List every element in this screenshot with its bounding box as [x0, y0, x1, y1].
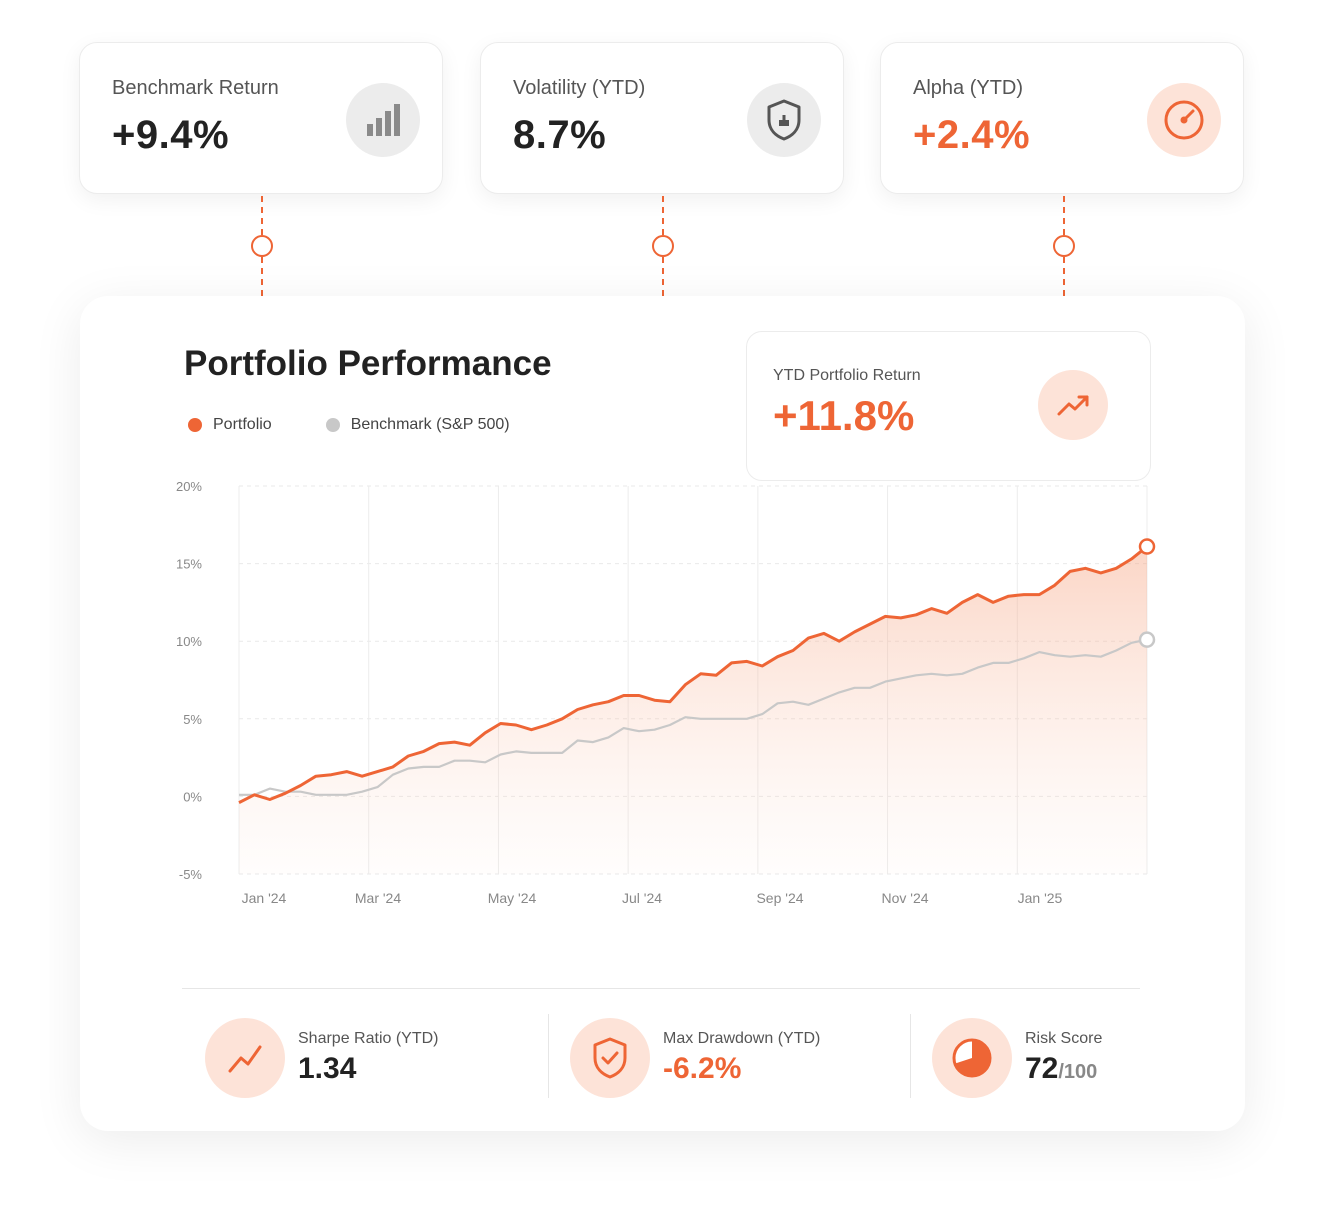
pie-chart-icon — [932, 1018, 1012, 1098]
shield-icon — [747, 83, 821, 157]
divider — [910, 1014, 911, 1098]
kpi-card-alpha: Alpha (YTD) +2.4% — [880, 42, 1244, 194]
legend-dot-benchmark — [325, 418, 340, 432]
legend-label: Portfolio — [213, 416, 272, 433]
kpi-value: +9.4% — [112, 113, 230, 157]
kpi-card-benchmark-return: Benchmark Return +9.4% — [79, 42, 443, 194]
stat-value: 1.34 — [298, 1052, 357, 1085]
portfolio-line — [238, 545, 1148, 804]
stat-label: Risk Score — [1025, 1030, 1103, 1047]
x-tick-label: Jan '25 — [1018, 890, 1063, 906]
y-tick-label: 5% — [183, 712, 202, 727]
stat-value: -6.2% — [663, 1052, 742, 1085]
y-tick-label: 0% — [183, 789, 202, 804]
x-tick-label: Jul '24 — [622, 890, 662, 906]
connector — [1053, 196, 1075, 296]
x-tick-label: Sep '24 — [756, 890, 803, 906]
legend-label: Benchmark (S&P 500) — [350, 416, 510, 433]
page-title: Portfolio Performance — [184, 344, 552, 383]
portfolio-end-point — [1138, 538, 1156, 555]
kpi-label: Volatility (YTD) — [513, 77, 646, 99]
kpi-value: 8.7% — [513, 113, 607, 157]
kpi-value: +2.4% — [913, 113, 1031, 157]
divider — [182, 988, 1140, 989]
kpi-label: Alpha (YTD) — [913, 77, 1024, 99]
y-tick-label: 10% — [176, 634, 202, 649]
y-tick-label: 20% — [176, 479, 202, 494]
legend-item-portfolio: Portfolio — [188, 416, 272, 434]
x-tick-label: May '24 — [488, 890, 537, 906]
x-tick-label: Nov '24 — [881, 890, 928, 906]
connector — [251, 196, 273, 296]
stat-value: 72/100 — [1025, 1052, 1098, 1085]
trending-up-icon — [1038, 370, 1108, 440]
performance-chart: 20% 15% 10% 5% 0% -5% Jan '24 Mar '24 May '24 Jul… — [176, 479, 1156, 906]
y-tick-label: 15% — [176, 557, 202, 572]
trend-line-icon — [205, 1018, 285, 1098]
kpi-label: Benchmark Return — [112, 77, 279, 99]
y-tick-label: -5% — [179, 867, 203, 882]
chart-legend: Portfolio Benchmark (S&P 500) — [188, 416, 564, 434]
portfolio-area — [239, 546, 1147, 874]
x-tick-label: Jan '24 — [242, 890, 287, 906]
ytd-label: YTD Portfolio Return — [773, 367, 921, 384]
stat-label: Sharpe Ratio (YTD) — [298, 1030, 439, 1047]
x-tick-label: Mar '24 — [355, 890, 401, 906]
kpi-card-volatility: Volatility (YTD) 8.7% — [480, 42, 844, 194]
ytd-return-card: YTD Portfolio Return +11.8% — [746, 331, 1151, 481]
shield-check-icon — [570, 1018, 650, 1098]
benchmark-line — [239, 638, 1148, 796]
legend-dot-portfolio — [188, 418, 202, 432]
ytd-value: +11.8% — [773, 392, 915, 439]
portfolio-performance-card: 20% 15% 10% 5% 0% -5% Jan '24 Mar '24 May '24 Jul… — [80, 296, 1245, 1131]
gauge-icon — [1147, 83, 1221, 157]
benchmark-end-point — [1138, 631, 1156, 648]
divider — [548, 1014, 549, 1098]
stat-label: Max Drawdown (YTD) — [663, 1030, 821, 1047]
bar-chart-icon — [346, 83, 420, 157]
legend-item-benchmark: Benchmark (S&P 500) — [325, 416, 510, 434]
connector — [652, 196, 674, 296]
